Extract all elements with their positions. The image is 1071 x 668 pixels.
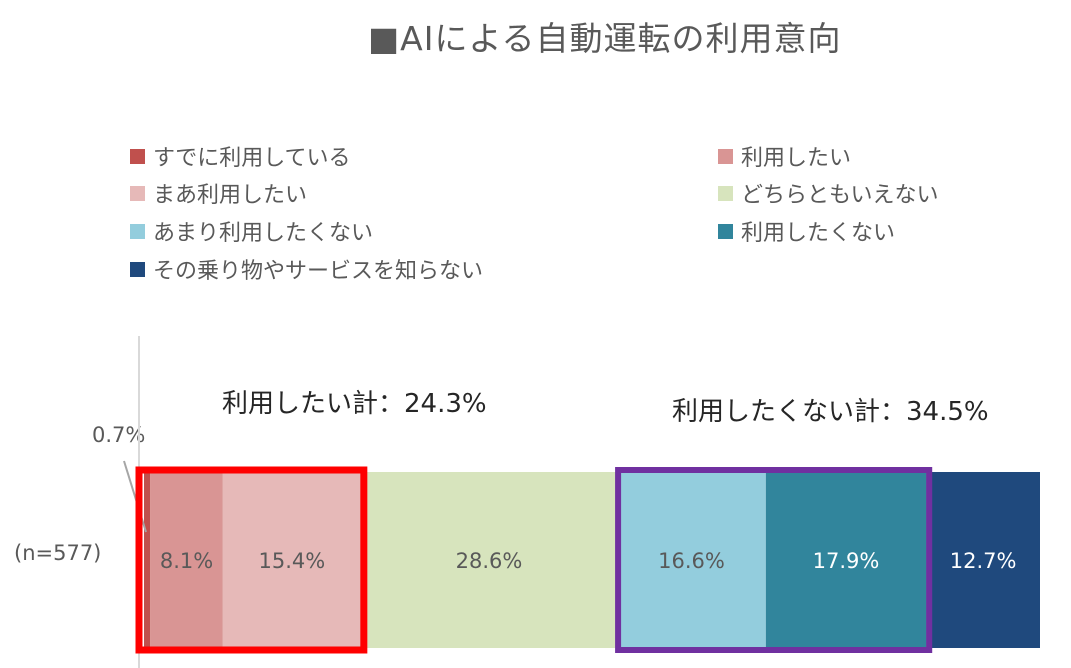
bar-segment [360, 472, 618, 648]
bar-segment [765, 472, 927, 648]
legend-item-already-using: すでに利用している [130, 141, 351, 171]
bar-segment [144, 472, 151, 648]
legend-item-unaware: その乗り物やサービスを知らない [130, 254, 483, 284]
data-label: 8.1% [160, 549, 213, 573]
data-label: 17.9% [813, 549, 880, 573]
legend-swatch [130, 148, 145, 164]
legend-swatch [718, 223, 733, 239]
data-label: 16.6% [658, 549, 725, 573]
legend-label: すでに利用している [153, 146, 351, 171]
chart-title: ■AIによる自動運転の利用意向 [368, 19, 842, 58]
not-want-group-outline [615, 467, 933, 653]
data-label: 15.4% [258, 549, 325, 573]
bar-segment [926, 472, 1040, 648]
legend-swatch [718, 148, 733, 164]
legend-swatch [130, 261, 145, 277]
bar-segment [150, 472, 223, 648]
legend-label: あまり利用したくない [153, 221, 374, 246]
legend-swatch [718, 185, 733, 201]
legend-item-not-really-want: あまり利用したくない [130, 216, 373, 246]
data-label: 12.7% [950, 549, 1017, 573]
want-group-outline [135, 466, 368, 654]
data-label: 28.6% [456, 549, 523, 573]
legend-label: その乗り物やサービスを知らない [153, 259, 484, 284]
legend-item-want-to-use: 利用したい [718, 141, 851, 171]
category-label: (n=577) [14, 541, 102, 565]
legend-swatch [130, 185, 145, 201]
legend-label: どちらともいえない [741, 183, 939, 208]
legend-item-somewhat-want: まあ利用したい [130, 178, 307, 208]
legend-item-do-not-want: 利用したくない [718, 216, 895, 246]
bar-segment [222, 472, 361, 648]
annotation-not-want-total: 利用したくない計：34.5% [672, 397, 989, 427]
legend-swatch [130, 223, 145, 239]
data-label-already-using: 0.7% [92, 423, 146, 447]
bar-segment [617, 472, 766, 648]
legend-label: 利用したくない [741, 221, 896, 246]
legend-item-neutral: どちらともいえない [718, 178, 939, 208]
legend-label: 利用したい [741, 146, 852, 171]
legend-label: まあ利用したい [153, 183, 308, 208]
annotation-want-total: 利用したい計：24.3% [222, 389, 487, 419]
